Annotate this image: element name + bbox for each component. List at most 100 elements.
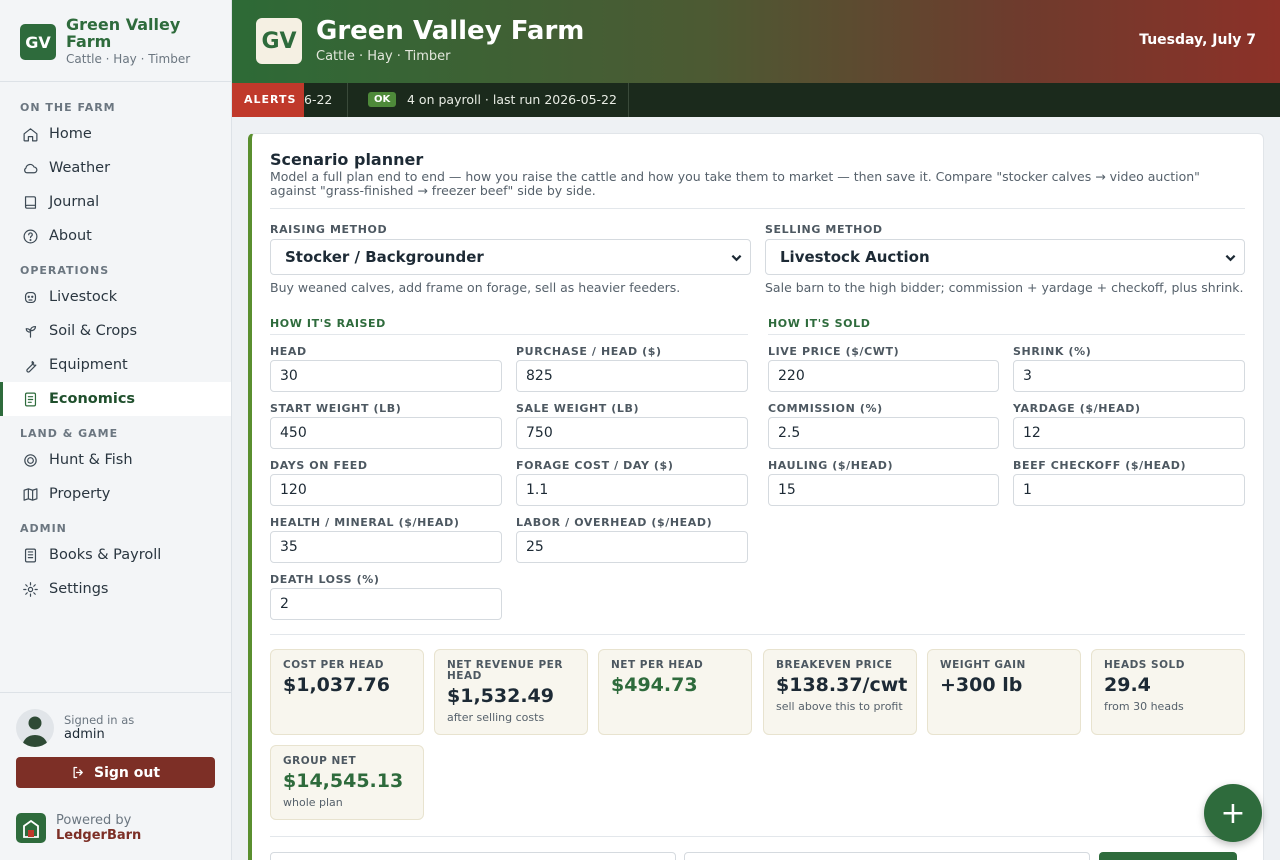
sidebar-item-economics[interactable]: Economics	[0, 382, 231, 416]
stat-note: whole plan	[283, 796, 343, 809]
sidebar-item-label: Soil & Crops	[49, 323, 138, 339]
sidebar-item-equipment[interactable]: Equipment	[0, 348, 231, 382]
raising-method-value: Stocker / Backgrounder	[285, 248, 484, 266]
selling-method-select[interactable]: Livestock Auction	[765, 239, 1245, 275]
save-scenario-button[interactable]	[1099, 852, 1237, 860]
field-label: BEEF CHECKOFF ($/HEAD)	[1013, 459, 1187, 472]
powered-by-name[interactable]: LedgerBarn	[56, 828, 142, 843]
stat-label: NET PER HEAD	[611, 659, 704, 671]
section-heading-raised: HOW IT'S RAISED	[270, 317, 386, 330]
sidebar-item-label: Weather	[49, 160, 111, 176]
shrink-input[interactable]: 3	[1013, 360, 1245, 392]
stat-card: WEIGHT GAIN +300 lb	[927, 649, 1081, 735]
section-heading-sold: HOW IT'S SOLD	[768, 317, 871, 330]
user-area: Signed in as admin Sign out Powered by L…	[0, 692, 231, 860]
nav-heading-on-the-farm: ON THE FARM	[20, 101, 116, 114]
raising-method-select[interactable]: Stocker / Backgrounder	[270, 239, 751, 275]
cow-icon	[24, 291, 37, 303]
hauling-input[interactable]: 15	[768, 474, 999, 506]
stat-label: BREAKEVEN PRICE	[776, 659, 893, 671]
sidebar-brand[interactable]: GV Green Valley Farm Cattle · Hay · Timb…	[0, 0, 231, 82]
days-on-feed-input[interactable]: 120	[270, 474, 502, 506]
ticker-partial-text: 6-22	[304, 92, 333, 107]
nav-heading-land-game: LAND & GAME	[20, 427, 119, 440]
scenario-notes-input[interactable]	[684, 852, 1090, 860]
sidebar-item-books-payroll[interactable]: Books & Payroll	[0, 538, 231, 572]
nav-heading-operations: OPERATIONS	[20, 264, 110, 277]
sidebar-item-label: Hunt & Fish	[49, 452, 133, 468]
stat-value: $138.37/cwt	[776, 674, 908, 696]
sidebar-item-soil-crops[interactable]: Soil & Crops	[0, 314, 231, 348]
sidebar-item-label: Journal	[49, 194, 100, 210]
books-icon	[24, 548, 37, 562]
health-mineral-input[interactable]: 35	[270, 531, 502, 563]
home-icon	[23, 127, 38, 141]
stat-value: $494.73	[611, 674, 698, 696]
sidebar-item-about[interactable]: About	[0, 219, 231, 253]
live-price-input[interactable]: 220	[768, 360, 999, 392]
chevron-down-icon	[731, 254, 742, 262]
field-label: COMMISSION (%)	[768, 402, 883, 415]
stat-card: HEADS SOLD 29.4 from 30 heads	[1091, 649, 1245, 735]
stat-label: WEIGHT GAIN	[940, 659, 1026, 671]
stat-card: NET REVENUE PER HEAD $1,532.49 after sel…	[434, 649, 588, 735]
sign-out-button[interactable]: Sign out	[16, 757, 215, 788]
field-label: DAYS ON FEED	[270, 459, 368, 472]
stat-value: $14,545.13	[283, 770, 404, 792]
sidebar-item-journal[interactable]: Journal	[0, 185, 231, 219]
sign-out-icon	[73, 766, 83, 779]
alerts-label: ALERTS	[232, 83, 304, 117]
stat-note: from 30 heads	[1104, 700, 1184, 713]
map-icon	[23, 487, 38, 501]
selling-method-help: Sale barn to the high bidder; commission…	[765, 280, 1244, 295]
page-subtitle: Cattle · Hay · Timber	[316, 49, 451, 64]
sidebar-item-label: Livestock	[49, 289, 118, 305]
field-label: FORAGE COST / DAY ($)	[516, 459, 674, 472]
labor-overhead-input[interactable]: 25	[516, 531, 748, 563]
stat-value: $1,037.76	[283, 674, 390, 696]
death-loss-input[interactable]: 2	[270, 588, 502, 620]
field-label: HAULING ($/HEAD)	[768, 459, 894, 472]
sidebar-item-home[interactable]: Home	[0, 117, 231, 151]
scenario-name-input[interactable]	[270, 852, 676, 860]
brand-name: Green Valley Farm	[66, 15, 181, 51]
divider	[270, 208, 1245, 209]
sidebar: GV Green Valley Farm Cattle · Hay · Timb…	[0, 0, 232, 860]
alerts-ticker: 6-22 OK 4 on payroll · last run 2026-05-…	[232, 83, 1280, 117]
sidebar-item-settings[interactable]: Settings	[0, 572, 231, 606]
sidebar-item-weather[interactable]: Weather	[0, 151, 231, 185]
field-label: PURCHASE / HEAD ($)	[516, 345, 662, 358]
ledger-icon	[24, 392, 37, 406]
field-label: DEATH LOSS (%)	[270, 573, 380, 586]
forage-cost-input[interactable]: 1.1	[516, 474, 748, 506]
sidebar-item-livestock[interactable]: Livestock	[0, 280, 231, 314]
selling-method-value: Livestock Auction	[780, 248, 930, 266]
yardage-input[interactable]: 12	[1013, 417, 1245, 449]
field-label: SALE WEIGHT (LB)	[516, 402, 640, 415]
brand-logo: GV	[20, 24, 56, 60]
commission-input[interactable]: 2.5	[768, 417, 999, 449]
wrench-icon	[26, 360, 37, 373]
sidebar-item-property[interactable]: Property	[0, 477, 231, 511]
start-weight-input[interactable]: 450	[270, 417, 502, 449]
raising-method-help: Buy weaned calves, add frame on forage, …	[270, 280, 681, 295]
purchase-per-head-input[interactable]: 825	[516, 360, 748, 392]
nav-heading-admin: ADMIN	[20, 522, 67, 535]
stat-label: COST PER HEAD	[283, 659, 384, 671]
divider	[270, 836, 1245, 837]
powered-by-label: Powered by	[56, 813, 132, 828]
add-fab-button[interactable]: +	[1204, 784, 1262, 842]
stat-card: GROUP NET $14,545.13 whole plan	[270, 745, 424, 820]
sale-weight-input[interactable]: 750	[516, 417, 748, 449]
header-date: Tuesday, July 7	[1139, 32, 1256, 48]
book-icon	[24, 195, 37, 209]
head-input[interactable]: 30	[270, 360, 502, 392]
signed-in-label: Signed in as	[64, 713, 135, 727]
chevron-down-icon	[1225, 254, 1236, 262]
ticker-separator	[347, 83, 348, 117]
sidebar-item-hunt-fish[interactable]: Hunt & Fish	[0, 443, 231, 477]
stat-note: after selling costs	[447, 711, 545, 724]
beef-checkoff-input[interactable]: 1	[1013, 474, 1245, 506]
raising-method-label: RAISING METHOD	[270, 223, 388, 236]
stat-label: GROUP NET	[283, 755, 357, 767]
